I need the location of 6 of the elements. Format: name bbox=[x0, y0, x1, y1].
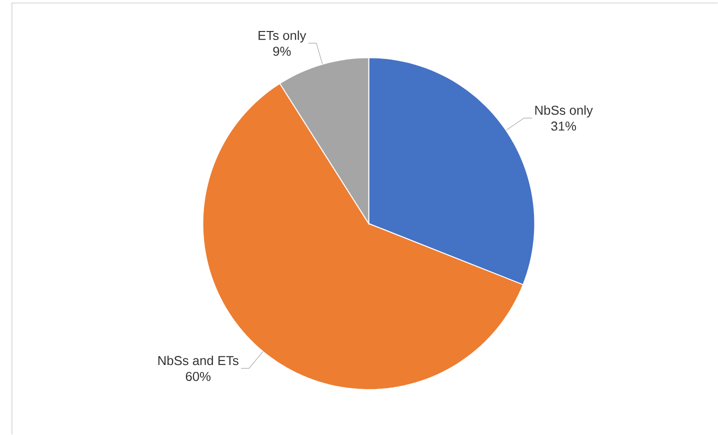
data-label: 9% bbox=[273, 46, 291, 56]
slice-label: ETs only bbox=[258, 30, 306, 43]
data-label: 60% bbox=[186, 372, 211, 382]
slice-label: NbSs and ETs bbox=[158, 356, 238, 366]
data-label: 31% bbox=[551, 122, 576, 131]
slice-label: NbSs only bbox=[535, 106, 593, 118]
